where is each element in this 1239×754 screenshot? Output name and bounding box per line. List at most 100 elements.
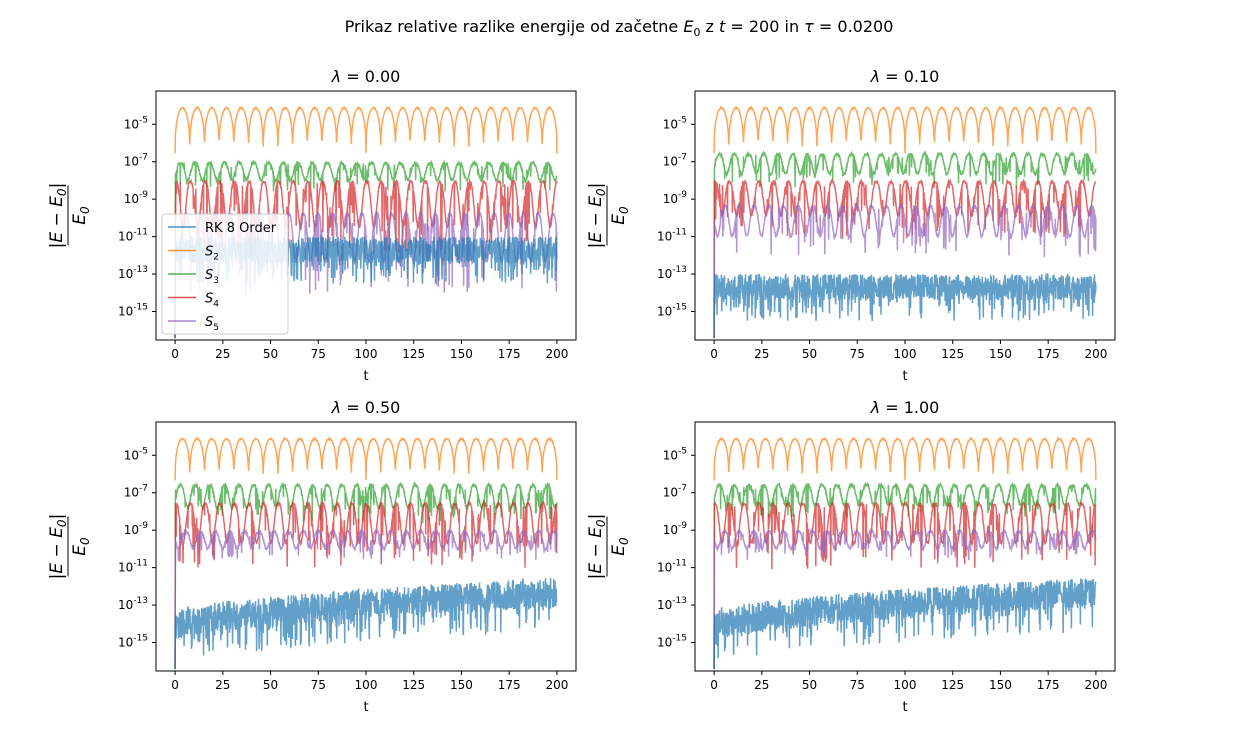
x-tick-label: 200 — [545, 678, 568, 692]
svg-text:|E − E0|: |E − E0| — [47, 514, 69, 580]
x-axis-label: t — [902, 700, 907, 715]
y-axis-label: |E − E0|E0 — [47, 514, 92, 580]
y-tick-label: 10-5 — [124, 446, 148, 462]
y-axis-label: |E − E0|E0 — [586, 514, 631, 580]
y-tick-label: 10-9 — [124, 521, 149, 537]
legend-box — [161, 213, 289, 335]
series-line-3 — [713, 178, 1097, 339]
y-tick-label: 10-9 — [663, 190, 688, 206]
series-line-4 — [174, 527, 558, 670]
x-tick-label: 25 — [215, 678, 230, 692]
svg-text:E0: E0 — [70, 206, 92, 225]
x-tick-label: 75 — [311, 678, 326, 692]
x-tick-label: 175 — [498, 347, 521, 361]
svg-text:|E − E0|: |E − E0| — [47, 183, 69, 249]
series-line-3 — [174, 177, 558, 339]
x-tick-label: 200 — [1084, 678, 1107, 692]
series-group — [713, 435, 1097, 670]
y-tick-label: 10-5 — [663, 446, 687, 462]
y-tick-label: 10-15 — [657, 633, 687, 649]
y-tick-label: 10-5 — [663, 115, 687, 131]
series-group — [713, 105, 1097, 339]
series-line-4 — [713, 202, 1097, 339]
y-tick-label: 10-5 — [124, 115, 148, 131]
x-tick-label: 100 — [894, 347, 917, 361]
x-tick-label: 125 — [402, 678, 425, 692]
x-tick-label: 75 — [850, 678, 865, 692]
series-line-2 — [713, 481, 1097, 670]
x-tick-label: 75 — [850, 347, 865, 361]
svg-text:|E − E0|: |E − E0| — [586, 514, 608, 580]
x-tick-label: 50 — [802, 347, 817, 361]
x-tick-label: 100 — [355, 678, 378, 692]
legend-label: S3 — [205, 268, 219, 286]
series-line-1 — [713, 435, 1097, 481]
subplot-title: λ = 1.00 — [870, 398, 940, 417]
x-tick-label: 50 — [263, 678, 278, 692]
y-tick-label: 10-15 — [118, 302, 148, 318]
x-tick-label: 25 — [754, 347, 769, 361]
y-tick-label: 10-11 — [657, 559, 687, 575]
series-line-3 — [174, 499, 558, 670]
x-tick-label: 100 — [355, 347, 378, 361]
legend-label: S2 — [205, 245, 219, 263]
y-tick-label: 10-9 — [124, 190, 149, 206]
series-line-2 — [174, 159, 558, 339]
x-tick-label: 0 — [710, 678, 718, 692]
series-line-0 — [174, 578, 558, 670]
y-tick-label: 10-13 — [657, 596, 687, 612]
subplot-title: λ = 0.50 — [331, 398, 401, 417]
x-tick-label: 150 — [450, 678, 473, 692]
x-axis-label: t — [902, 369, 907, 384]
x-tick-label: 75 — [311, 347, 326, 361]
y-tick-label: 10-7 — [124, 153, 148, 169]
x-tick-label: 50 — [263, 347, 278, 361]
x-tick-label: 125 — [941, 347, 964, 361]
series-line-0 — [713, 578, 1097, 670]
x-tick-label: 25 — [215, 347, 230, 361]
y-tick-label: 10-7 — [124, 484, 148, 500]
svg-text:E0: E0 — [609, 206, 631, 225]
x-tick-label: 150 — [989, 347, 1012, 361]
series-line-2 — [713, 149, 1097, 339]
x-tick-label: 125 — [941, 678, 964, 692]
x-tick-label: 0 — [171, 347, 179, 361]
y-tick-label: 10-13 — [118, 596, 148, 612]
x-axis-label: t — [363, 369, 368, 384]
svg-text:E0: E0 — [609, 537, 631, 556]
y-tick-label: 10-9 — [663, 521, 688, 537]
y-tick-label: 10-13 — [657, 265, 687, 281]
y-tick-label: 10-15 — [118, 633, 148, 649]
x-tick-label: 150 — [450, 347, 473, 361]
x-tick-label: 200 — [545, 347, 568, 361]
x-tick-label: 25 — [754, 678, 769, 692]
series-line-1 — [713, 105, 1097, 154]
y-tick-label: 10-11 — [657, 228, 687, 244]
subplot-title: λ = 0.10 — [870, 67, 940, 86]
y-tick-label: 10-15 — [657, 302, 687, 318]
legend: RK 8 Order S2 S3 S4 S5 — [161, 213, 289, 335]
x-tick-label: 175 — [498, 678, 521, 692]
svg-text:E0: E0 — [70, 537, 92, 556]
subplot-2: 0 25 50 75 100 125 150 175 200 10-15 10-13 10-11 10-… — [586, 67, 1116, 384]
subplot-4: 0 25 50 75 100 125 150 175 200 10-15 10-13 10-11 10-… — [586, 398, 1116, 715]
y-tick-label: 10-13 — [118, 265, 148, 281]
x-tick-label: 0 — [171, 678, 179, 692]
x-tick-label: 175 — [1037, 347, 1060, 361]
series-line-1 — [174, 436, 558, 481]
series-line-4 — [713, 527, 1097, 670]
y-tick-label: 10-11 — [118, 559, 148, 575]
y-tick-label: 10-11 — [118, 228, 148, 244]
legend-label: S5 — [205, 315, 219, 333]
figure-suptitle: Prikaz relative razlike energije od zače… — [345, 17, 894, 39]
legend-label: S4 — [205, 292, 219, 310]
y-tick-label: 10-7 — [663, 484, 687, 500]
x-axis-label: t — [363, 700, 368, 715]
series-line-1 — [174, 105, 558, 154]
subplot-3: 0 25 50 75 100 125 150 175 200 10-15 10-13 10-11 10-… — [47, 398, 577, 715]
y-axis-label: |E − E0|E0 — [586, 183, 631, 249]
x-tick-label: 50 — [802, 678, 817, 692]
series-line-2 — [174, 481, 558, 670]
x-tick-label: 200 — [1084, 347, 1107, 361]
